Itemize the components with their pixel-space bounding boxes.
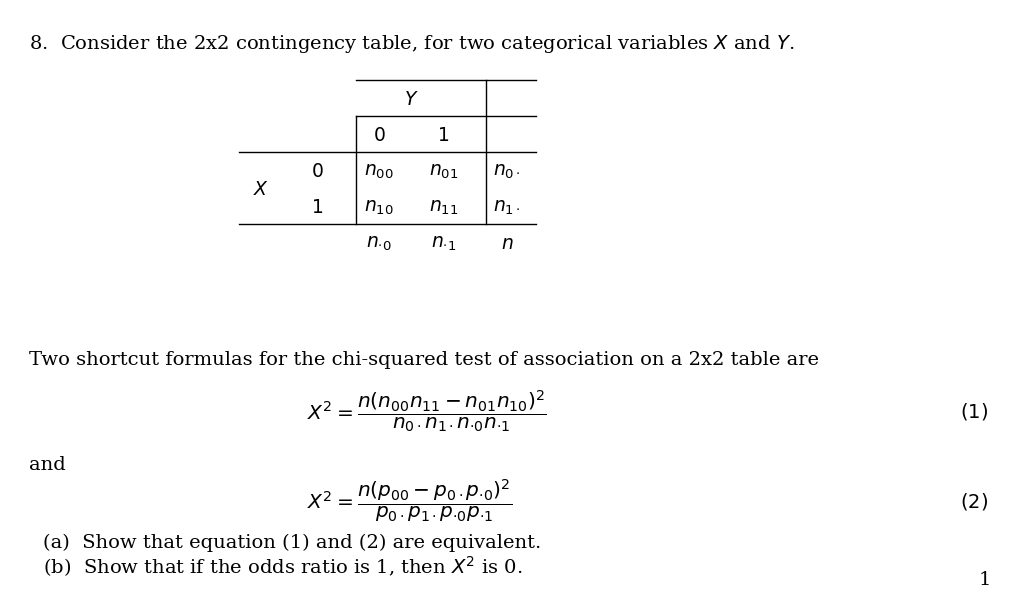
Text: $1$: $1$ — [311, 199, 324, 217]
Text: and: and — [29, 456, 66, 474]
Text: $1$: $1$ — [437, 127, 450, 145]
Text: $X^2 = \dfrac{n(n_{00}n_{11} - n_{01}n_{10})^2}{n_{0\cdot}n_{1\cdot}n_{\cdot 0}n: $X^2 = \dfrac{n(n_{00}n_{11} - n_{01}n_{… — [307, 388, 547, 434]
Text: $n_{00}$: $n_{00}$ — [364, 163, 394, 181]
Text: $n_{1\cdot}$: $n_{1\cdot}$ — [494, 199, 520, 217]
Text: $n_{11}$: $n_{11}$ — [429, 199, 458, 217]
Text: $n_{0\cdot}$: $n_{0\cdot}$ — [494, 163, 520, 181]
Text: 8.  Consider the 2x2 contingency table, for two categorical variables $X$ and $Y: 8. Consider the 2x2 contingency table, f… — [29, 33, 795, 55]
Text: Two shortcut formulas for the chi-squared test of association on a 2x2 table are: Two shortcut formulas for the chi-square… — [29, 351, 818, 369]
Text: $n_{\cdot 1}$: $n_{\cdot 1}$ — [431, 235, 456, 253]
Text: (b)  Show that if the odds ratio is 1, then $X^2$ is 0.: (b) Show that if the odds ratio is 1, th… — [43, 554, 522, 580]
Text: $X$: $X$ — [253, 181, 269, 199]
Text: $0$: $0$ — [373, 127, 385, 145]
Text: $n_{\cdot 0}$: $n_{\cdot 0}$ — [367, 235, 391, 253]
Text: $n$: $n$ — [501, 235, 513, 253]
Text: $0$: $0$ — [311, 163, 324, 181]
Text: $(2)$: $(2)$ — [961, 491, 988, 511]
Text: $Y$: $Y$ — [403, 91, 419, 109]
Text: (a)  Show that equation (1) and (2) are equivalent.: (a) Show that equation (1) and (2) are e… — [43, 534, 542, 552]
Text: $(1)$: $(1)$ — [961, 401, 988, 421]
Text: $n_{10}$: $n_{10}$ — [364, 199, 394, 217]
Text: $n_{01}$: $n_{01}$ — [429, 163, 458, 181]
Text: $X^2 = \dfrac{n(p_{00} - p_{0\cdot}p_{\cdot 0})^2}{p_{0\cdot}p_{1\cdot}p_{\cdot : $X^2 = \dfrac{n(p_{00} - p_{0\cdot}p_{\c… — [307, 478, 513, 524]
Text: 1: 1 — [979, 571, 991, 589]
